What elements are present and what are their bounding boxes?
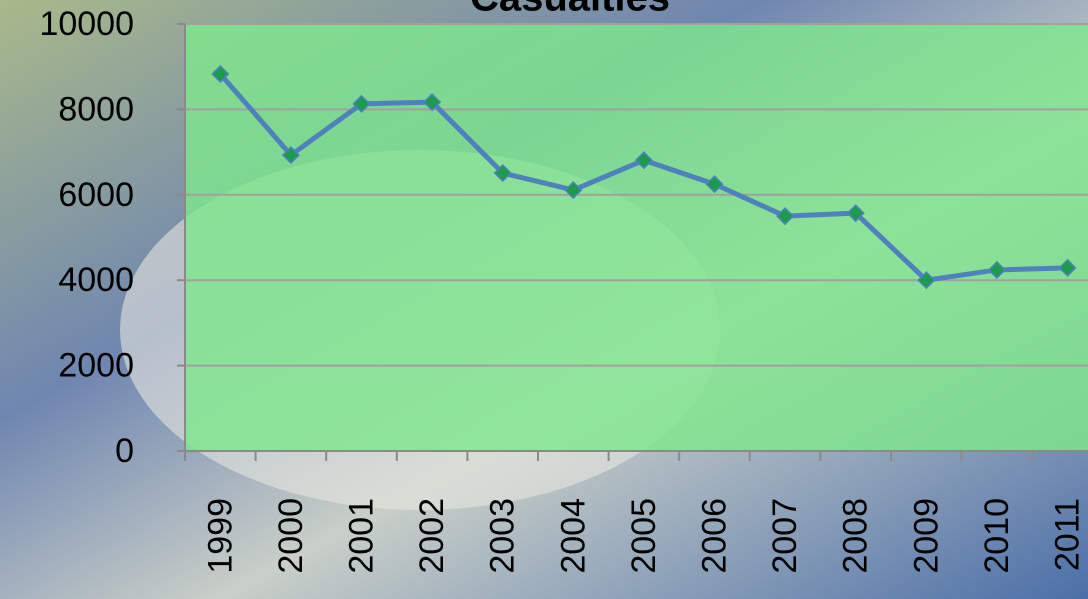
chart: Casualties 0 2000 4000 6000 8000 10000 1999 200… (0, 0, 1088, 599)
x-tick-label: 2002 (413, 498, 451, 574)
x-tick-label: 1999 (201, 498, 239, 574)
page: Casualties 0 2000 4000 6000 8000 10000 1999 200… (0, 0, 1088, 599)
chart-title: Casualties (470, 0, 670, 20)
y-tick-label: 10000 (39, 5, 134, 43)
y-tick-label: 6000 (58, 176, 134, 214)
x-tick-label: 2005 (625, 498, 663, 574)
y-tick-label: 0 (115, 432, 134, 470)
x-tick-label: 2000 (272, 498, 310, 574)
x-tick-label: 2007 (766, 498, 804, 574)
y-tick-label: 4000 (58, 261, 134, 299)
y-tick-label: 2000 (58, 347, 134, 385)
x-tick-label: 2009 (907, 498, 945, 574)
x-tick-label: 2011 (1048, 498, 1086, 571)
x-tick-label: 2001 (342, 498, 380, 574)
x-tick-label: 2004 (554, 498, 592, 574)
x-tick-label: 2006 (695, 498, 733, 574)
plot-area (185, 24, 1088, 451)
x-tick-label: 2003 (484, 498, 522, 574)
x-tick-label: 2008 (837, 498, 875, 574)
x-tick-label: 2010 (978, 498, 1016, 574)
y-tick-label: 8000 (58, 90, 134, 128)
